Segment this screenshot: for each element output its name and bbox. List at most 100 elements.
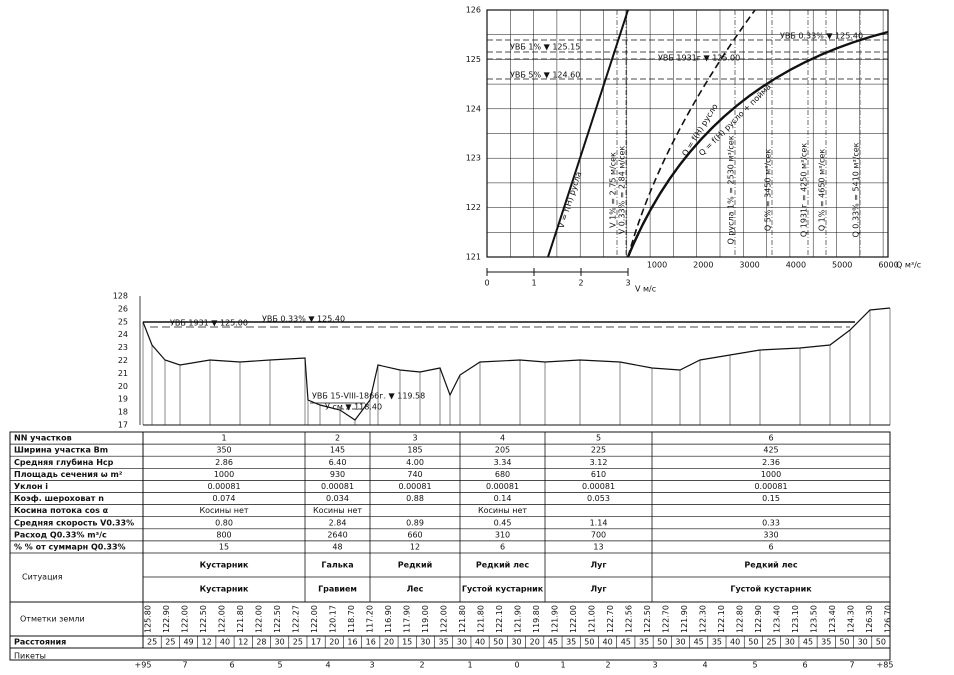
row-header: Пикеты	[14, 652, 46, 661]
q-value-label: Q 0.33% = 5410 м³/сек	[852, 142, 861, 237]
distance: 30	[675, 638, 685, 647]
q-value-label: Q 5% = 3450 м³/сек	[764, 149, 773, 231]
profile-y-label: 26	[118, 304, 128, 313]
table-cell: 4	[500, 434, 505, 443]
distance: 45	[621, 638, 631, 647]
table-cell: 310	[495, 530, 510, 539]
distance: 30	[275, 638, 285, 647]
distance: 16	[366, 638, 376, 647]
table-cell: 0.00081	[754, 482, 787, 491]
distance: 12	[202, 638, 212, 647]
v-curve	[547, 9, 629, 258]
table-cell: Косины нет	[478, 506, 527, 515]
q-tick-label: 4000	[786, 261, 806, 270]
picket: 1	[467, 661, 472, 670]
profile-y-label: 20	[118, 382, 128, 391]
y-tick-label: 121	[466, 253, 481, 262]
distance: 35	[712, 638, 722, 647]
table-cell: 6.40	[329, 458, 347, 467]
elevation: 119.00	[421, 605, 430, 633]
elevation: 121.80	[236, 605, 245, 633]
picket: 0	[514, 661, 519, 670]
elevation: 122.80	[736, 605, 745, 633]
q-tick-label: 3000	[739, 261, 759, 270]
water-level-label: УВБ 15-VIII-1866г. ▼ 119.58	[312, 392, 425, 401]
v-tick-label: 1	[531, 279, 536, 288]
table-cell: 6	[768, 434, 773, 443]
level-label: УВБ 1931г ▼ 125.00	[658, 54, 740, 63]
picket: 3	[369, 661, 374, 670]
distance: 40	[603, 638, 613, 647]
ground-profile	[142, 307, 891, 421]
picket: 7	[849, 661, 854, 670]
table-cell: 800	[216, 530, 231, 539]
row-header: Косина потока cos α	[14, 506, 109, 515]
table-cell: 0.074	[213, 494, 236, 503]
table-cell: 2.86	[215, 458, 233, 467]
profile-y-label: 21	[118, 369, 128, 378]
elevation: 122.00	[181, 605, 190, 633]
table-cell: 3	[412, 434, 417, 443]
elevation: 122.90	[754, 605, 763, 633]
distance: 35	[639, 638, 649, 647]
situation-cell: Густой кустарник	[730, 585, 812, 594]
elevation: 122.00	[218, 605, 227, 633]
distance: 35	[566, 638, 576, 647]
q-value-label: V 1% = 2.75 м/сек	[609, 152, 618, 228]
elevation: 122.00	[569, 605, 578, 633]
distance: 40	[730, 638, 740, 647]
level-label: УВБ 1% ▼ 125.15	[510, 43, 580, 52]
elevation: 121.90	[551, 605, 560, 633]
table-cell: 0.034	[326, 494, 349, 503]
picket: 2	[605, 661, 610, 670]
table-cell: 2640	[327, 530, 347, 539]
elevation: 121.80	[458, 605, 467, 633]
distance: 50	[584, 638, 594, 647]
table-cell: 2.36	[762, 458, 780, 467]
row-header: Ситуация	[22, 573, 63, 582]
picket: 6	[802, 661, 807, 670]
table-cell: 350	[216, 446, 231, 455]
water-level-label: У см ▼ 118.40	[325, 403, 382, 412]
elevation: 123.50	[810, 605, 819, 633]
elevation: 122.56	[625, 605, 634, 633]
distance: 35	[821, 638, 831, 647]
distance: 45	[548, 638, 558, 647]
water-level-label: УВБ 0.33% ▼ 125.40	[262, 315, 345, 324]
distance: 45	[803, 638, 813, 647]
distance: 45	[694, 638, 704, 647]
table-cell: 48	[332, 542, 342, 551]
elevation: 122.00	[255, 605, 264, 633]
picket: +95	[135, 661, 152, 670]
profile-y-label: 25	[118, 317, 128, 326]
table-cell: 12	[410, 542, 420, 551]
v-axis-label: V м/с	[635, 285, 656, 294]
situation-cell: Кустарник	[200, 585, 249, 594]
elevation: 122.70	[662, 605, 671, 633]
table-cell: 0.45	[494, 518, 512, 527]
situation-cell: Луг	[590, 585, 606, 594]
table-cell: 185	[407, 446, 422, 455]
distance: 30	[785, 638, 795, 647]
table-cell: 3.34	[494, 458, 512, 467]
table-cell: 1000	[761, 470, 781, 479]
table-cell: 0.14	[494, 494, 512, 503]
elevation: 125.80	[144, 605, 153, 633]
elevation: 119.80	[532, 605, 541, 633]
distance: 40	[475, 638, 485, 647]
q-value-label: Q 1931г = 4250 м³/сек	[800, 143, 809, 237]
table-cell: 0.89	[406, 518, 424, 527]
table-cell: 660	[407, 530, 422, 539]
situation-cell: Галька	[321, 561, 353, 570]
table-cell: 0.15	[762, 494, 780, 503]
row-header: Расход Q0.33% m³/c	[14, 530, 107, 539]
v-tick-label: 0	[484, 279, 489, 288]
v-tick-label: 3	[625, 279, 630, 288]
picket: 6	[229, 661, 234, 670]
row-header: Уклон i	[14, 482, 48, 491]
table-cell: 740	[407, 470, 422, 479]
distance: 20	[384, 638, 394, 647]
table-cell: 0.33	[762, 518, 780, 527]
picket: +85	[877, 661, 894, 670]
situation-cell: Редкий лес	[476, 561, 529, 570]
